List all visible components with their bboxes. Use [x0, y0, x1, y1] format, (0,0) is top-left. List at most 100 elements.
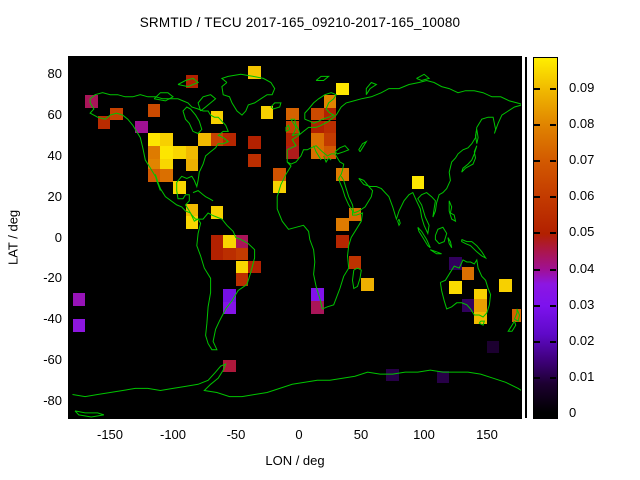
heat-cell	[311, 287, 324, 301]
coastline-path	[358, 140, 368, 153]
x-tick-label: 100	[413, 427, 435, 442]
colorbar-tick-label: 0.05	[569, 224, 595, 239]
heat-cell	[160, 133, 173, 146]
coastline-path	[447, 237, 453, 248]
coastline-path	[154, 174, 161, 191]
heat-cell	[336, 218, 349, 231]
heat-cell	[160, 169, 173, 182]
heat-cell	[486, 340, 500, 354]
coastline-path	[182, 106, 203, 135]
map-plot-area	[68, 56, 522, 419]
colorbar-tick-mark	[550, 341, 556, 343]
coastline-path	[315, 75, 330, 81]
coastline-path	[478, 320, 485, 326]
heat-cell	[223, 247, 236, 261]
heatmap-cells-layer	[69, 57, 521, 418]
heat-cell	[160, 145, 173, 159]
heat-cell	[449, 280, 462, 294]
heat-cell	[185, 216, 199, 229]
heat-cell	[248, 136, 261, 149]
heat-cell	[411, 176, 425, 189]
coastline-path	[434, 226, 448, 245]
heat-cell	[147, 104, 161, 117]
heat-cell	[210, 247, 224, 261]
coastline-path	[461, 145, 478, 173]
y-tick-label: 20	[47, 189, 62, 204]
heat-cell	[72, 318, 86, 332]
y-tick-label: 0	[54, 230, 62, 245]
heat-cell	[311, 300, 324, 314]
coastline-path	[439, 258, 492, 318]
coastline-path	[397, 218, 401, 227]
colorbar-tick-mark	[534, 160, 540, 162]
coastline-path	[89, 92, 256, 351]
coastline-path	[74, 410, 105, 418]
heat-cell	[223, 359, 236, 373]
heat-cell	[173, 145, 186, 159]
coastline-path	[448, 200, 457, 223]
colorbar-tick-mark	[534, 196, 540, 198]
y-tick-label: -40	[43, 311, 62, 326]
coastline-path	[351, 267, 362, 290]
y-tick-label: 80	[47, 66, 62, 81]
colorbar-tick-mark	[550, 232, 556, 234]
heat-cell	[361, 277, 374, 291]
heat-cell	[336, 235, 349, 248]
colorbar-tick-mark	[534, 341, 540, 343]
heat-cell	[223, 301, 236, 315]
coastline-path	[461, 239, 488, 260]
heat-cell	[323, 133, 337, 146]
colorbar-tick-mark	[550, 269, 556, 271]
heat-cell	[235, 273, 249, 286]
colorbar-tick-mark	[534, 124, 540, 126]
heat-cell	[223, 235, 236, 248]
colorbar-tick-label: 0.03	[569, 297, 595, 312]
heat-cell	[273, 168, 286, 181]
coastline-path	[276, 145, 364, 310]
colorbar-tick-label: 0	[569, 405, 577, 420]
x-tick-label: -150	[96, 427, 124, 442]
coastline-path	[197, 94, 217, 112]
colorbar	[533, 57, 558, 419]
heat-cell	[235, 247, 249, 261]
coastline-path	[334, 145, 350, 155]
x-tick-label: 150	[476, 427, 498, 442]
heat-cell	[436, 370, 450, 384]
colorbar-tick-mark	[550, 377, 556, 379]
coastline-path	[286, 114, 337, 151]
heat-cell	[311, 107, 324, 121]
coastline-path	[335, 79, 521, 116]
heat-cell	[311, 133, 324, 146]
colorbar-tick-mark	[534, 232, 540, 234]
heat-cell	[461, 298, 475, 312]
colorbar-tick-mark	[550, 88, 556, 90]
y-tick-label: 60	[47, 107, 62, 122]
y-tick-label: -60	[43, 352, 62, 367]
colorbar-tick-label: 0.01	[569, 369, 595, 384]
coastline-path	[513, 308, 521, 322]
colorbar-tick-mark	[550, 196, 556, 198]
heat-cell	[72, 293, 86, 306]
coastline-path	[304, 92, 337, 124]
x-axis-title: LON / deg	[265, 453, 325, 468]
x-tick-label: 0	[295, 427, 303, 442]
heat-cell	[110, 107, 123, 121]
heat-cell	[185, 204, 199, 217]
colorbar-tick-mark	[534, 88, 540, 90]
colorbar-tick-label: 0.04	[569, 261, 595, 276]
heat-cell	[235, 260, 249, 274]
x-tick-label: 50	[353, 427, 369, 442]
coastline-path	[285, 124, 291, 132]
heat-cell	[311, 145, 324, 159]
coastline-path	[507, 320, 517, 332]
y-tick-label: 40	[47, 148, 62, 163]
heat-cell	[449, 256, 462, 270]
heat-cell	[348, 255, 362, 269]
heat-cell	[323, 120, 337, 134]
coastline-path	[365, 81, 378, 95]
coastline-path	[323, 155, 332, 164]
y-tick-label: -80	[43, 393, 62, 408]
coastline-path	[192, 190, 214, 202]
coastline-path	[430, 249, 442, 255]
coastline-path	[153, 92, 174, 102]
